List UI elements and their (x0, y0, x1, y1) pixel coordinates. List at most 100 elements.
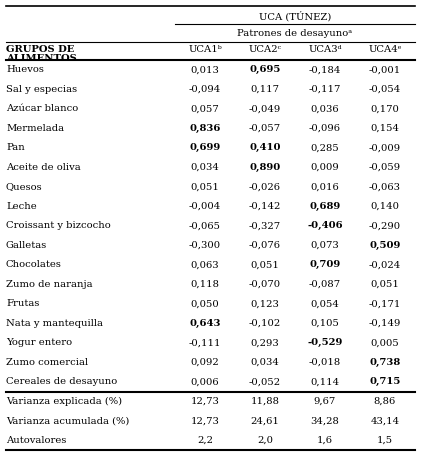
Text: 0,123: 0,123 (250, 299, 280, 308)
Text: -0,290: -0,290 (369, 221, 401, 230)
Text: 0,154: 0,154 (370, 124, 400, 133)
Text: 0,036: 0,036 (311, 104, 339, 113)
Text: 0,009: 0,009 (311, 163, 339, 172)
Text: UCA4ᵉ: UCA4ᵉ (368, 45, 402, 54)
Text: -0,111: -0,111 (189, 338, 221, 347)
Text: Cereales de desayuno: Cereales de desayuno (6, 377, 117, 386)
Text: 0,695: 0,695 (249, 65, 281, 74)
Text: -0,117: -0,117 (309, 85, 341, 94)
Text: -0,004: -0,004 (189, 202, 221, 211)
Text: Varianza acumulada (%): Varianza acumulada (%) (6, 416, 129, 425)
Text: -0,001: -0,001 (369, 65, 401, 74)
Text: Pan: Pan (6, 143, 25, 152)
Text: -0,009: -0,009 (369, 143, 401, 152)
Text: -0,300: -0,300 (189, 241, 221, 250)
Text: -0,171: -0,171 (369, 299, 401, 308)
Text: 8,86: 8,86 (374, 397, 396, 406)
Text: Croissant y bizcocho: Croissant y bizcocho (6, 221, 111, 230)
Text: -0,142: -0,142 (249, 202, 281, 211)
Text: 0,057: 0,057 (191, 104, 219, 113)
Text: GRUPOS DE: GRUPOS DE (6, 45, 75, 54)
Text: Zumo de naranja: Zumo de naranja (6, 280, 93, 289)
Text: 0,054: 0,054 (311, 299, 339, 308)
Text: 0,013: 0,013 (191, 65, 219, 74)
Text: ALIMENTOS: ALIMENTOS (6, 54, 77, 63)
Text: 0,051: 0,051 (250, 260, 280, 269)
Text: 0,715: 0,715 (369, 377, 401, 386)
Text: -0,065: -0,065 (189, 221, 221, 230)
Text: 1,6: 1,6 (317, 436, 333, 445)
Text: Zumo comercial: Zumo comercial (6, 358, 88, 367)
Text: -0,026: -0,026 (249, 182, 281, 191)
Text: -0,070: -0,070 (249, 280, 281, 289)
Text: Yogur entero: Yogur entero (6, 338, 72, 347)
Text: 43,14: 43,14 (370, 416, 400, 425)
Text: -0,149: -0,149 (369, 319, 401, 328)
Text: -0,059: -0,059 (369, 163, 401, 172)
Text: UCA3ᵈ: UCA3ᵈ (308, 45, 342, 54)
Text: Patrones de desayunoᵃ: Patrones de desayunoᵃ (237, 28, 352, 37)
Text: Varianza explicada (%): Varianza explicada (%) (6, 397, 122, 406)
Text: -0,024: -0,024 (369, 260, 401, 269)
Text: -0,327: -0,327 (249, 221, 281, 230)
Text: 0,699: 0,699 (189, 143, 221, 152)
Text: 0,170: 0,170 (370, 104, 400, 113)
Text: Frutas: Frutas (6, 299, 40, 308)
Text: 0,051: 0,051 (370, 280, 400, 289)
Text: 0,410: 0,410 (249, 143, 281, 152)
Text: Sal y especias: Sal y especias (6, 85, 77, 94)
Text: -0,076: -0,076 (249, 241, 281, 250)
Text: UCA2ᶜ: UCA2ᶜ (248, 45, 282, 54)
Text: -0,018: -0,018 (309, 358, 341, 367)
Text: Autovalores: Autovalores (6, 436, 67, 445)
Text: 0,034: 0,034 (250, 358, 280, 367)
Text: Quesos: Quesos (6, 182, 43, 191)
Text: 0,117: 0,117 (250, 85, 280, 94)
Text: -0,529: -0,529 (307, 338, 343, 347)
Text: -0,102: -0,102 (249, 319, 281, 328)
Text: 0,114: 0,114 (310, 377, 340, 386)
Text: Huevos: Huevos (6, 65, 44, 74)
Text: 0,293: 0,293 (250, 338, 280, 347)
Text: -0,087: -0,087 (309, 280, 341, 289)
Text: 0,709: 0,709 (309, 260, 341, 269)
Text: UCA (TÚNEZ): UCA (TÚNEZ) (259, 11, 331, 21)
Text: 0,005: 0,005 (370, 338, 400, 347)
Text: Nata y mantequilla: Nata y mantequilla (6, 319, 103, 328)
Text: 0,836: 0,836 (189, 124, 221, 133)
Text: -0,057: -0,057 (249, 124, 281, 133)
Text: 24,61: 24,61 (250, 416, 280, 425)
Text: 0,689: 0,689 (309, 202, 341, 211)
Text: 12,73: 12,73 (191, 397, 219, 406)
Text: 0,890: 0,890 (249, 163, 281, 172)
Text: 0,643: 0,643 (189, 319, 221, 328)
Text: 0,063: 0,063 (191, 260, 219, 269)
Text: -0,049: -0,049 (249, 104, 281, 113)
Text: 0,006: 0,006 (191, 377, 219, 386)
Text: -0,094: -0,094 (189, 85, 221, 94)
Text: 0,285: 0,285 (311, 143, 339, 152)
Text: 34,28: 34,28 (311, 416, 339, 425)
Text: Chocolates: Chocolates (6, 260, 62, 269)
Text: UCA1ᵇ: UCA1ᵇ (188, 45, 222, 54)
Text: -0,052: -0,052 (249, 377, 281, 386)
Text: 9,67: 9,67 (314, 397, 336, 406)
Text: 2,2: 2,2 (197, 436, 213, 445)
Text: Galletas: Galletas (6, 241, 47, 250)
Text: 0,050: 0,050 (191, 299, 219, 308)
Text: 0,140: 0,140 (370, 202, 400, 211)
Text: 2,0: 2,0 (257, 436, 273, 445)
Text: Aceite de oliva: Aceite de oliva (6, 163, 81, 172)
Text: -0,054: -0,054 (369, 85, 401, 94)
Text: -0,406: -0,406 (307, 221, 343, 230)
Text: Azúcar blanco: Azúcar blanco (6, 104, 78, 113)
Text: 11,88: 11,88 (250, 397, 280, 406)
Text: 0,016: 0,016 (311, 182, 339, 191)
Text: 0,051: 0,051 (191, 182, 219, 191)
Text: 0,509: 0,509 (369, 241, 401, 250)
Text: -0,063: -0,063 (369, 182, 401, 191)
Text: 0,738: 0,738 (369, 358, 401, 367)
Text: -0,184: -0,184 (309, 65, 341, 74)
Text: 12,73: 12,73 (191, 416, 219, 425)
Text: 1,5: 1,5 (377, 436, 393, 445)
